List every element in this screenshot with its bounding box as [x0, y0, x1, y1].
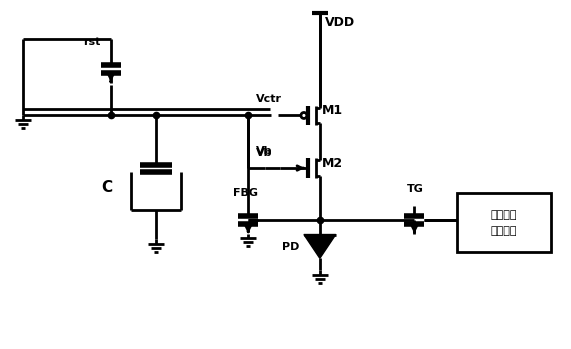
Text: 电荷积分: 电荷积分 — [490, 210, 517, 220]
Text: 放大电路: 放大电路 — [490, 225, 517, 236]
Text: Vb: Vb — [256, 146, 272, 156]
Text: TG: TG — [407, 184, 423, 194]
Text: FBG: FBG — [234, 188, 258, 198]
Text: rst: rst — [83, 37, 100, 47]
Text: VDD: VDD — [325, 16, 355, 29]
Text: C: C — [101, 180, 112, 195]
Polygon shape — [304, 235, 336, 258]
Text: PD: PD — [282, 242, 299, 252]
Text: Vb: Vb — [256, 148, 272, 158]
Text: M2: M2 — [322, 157, 343, 170]
FancyBboxPatch shape — [457, 193, 550, 252]
Text: M1: M1 — [322, 104, 343, 117]
Text: Vctr: Vctr — [256, 94, 282, 104]
